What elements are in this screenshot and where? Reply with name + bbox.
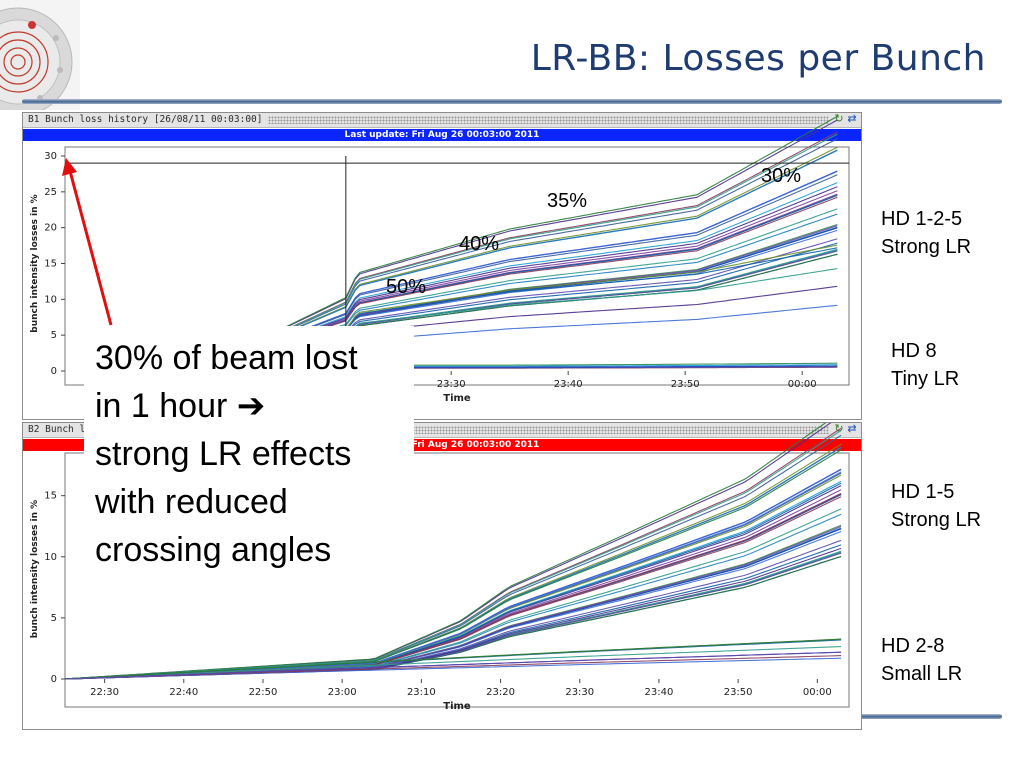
series-line — [275, 146, 838, 338]
crossing-label-35: 35% — [547, 190, 588, 212]
callout-box: 30% of beam lost in 1 hour ➔ strong LR e… — [84, 326, 414, 572]
x-tick-label: 23:20 — [486, 687, 515, 698]
label-line: HD 1-2-5 — [881, 208, 963, 230]
x-tick-label: 23:40 — [645, 687, 674, 698]
footer-divider — [860, 714, 1002, 719]
series-line — [275, 268, 838, 357]
series-line — [275, 194, 838, 345]
b1-window-title: B1 Bunch loss history [26/08/11 00:03:00… — [28, 114, 263, 125]
y-tick-label: 5 — [51, 613, 57, 624]
series-line — [275, 250, 838, 354]
title-divider — [22, 99, 1002, 104]
slide-title: LR-BB: Losses per Bunch — [530, 38, 986, 79]
label-hd-1-5: HD 1-5 Strong LR — [891, 478, 981, 534]
sync-icon[interactable]: ⇄ — [847, 113, 857, 125]
series-line — [275, 182, 838, 343]
series-line — [275, 119, 838, 333]
y-axis-title: bunch intensity losses in % — [30, 500, 40, 638]
series-line — [275, 170, 838, 341]
series-line — [275, 227, 838, 350]
series-line — [64, 430, 842, 680]
series-line — [275, 133, 838, 336]
crossing-label-30: 30% — [761, 165, 802, 187]
label-line: Small LR — [881, 663, 963, 685]
x-tick-label: 22:30 — [90, 687, 119, 698]
series-line — [275, 247, 838, 354]
b1-last-update-bar: Last update: Fri Aug 26 00:03:00 2011 — [23, 129, 861, 141]
y-tick-label: 10 — [44, 294, 57, 305]
y-tick-label: 0 — [51, 366, 57, 377]
y-axis-title: bunch intensity losses in % — [30, 194, 40, 332]
y-tick-label: 10 — [44, 552, 57, 563]
series-line — [275, 213, 838, 348]
series-line — [275, 115, 838, 333]
label-line: HD 1-5 — [891, 481, 955, 503]
series-line — [275, 242, 838, 352]
lhc-logo — [0, 0, 80, 110]
series-line — [64, 638, 842, 680]
label-line: Strong LR — [881, 236, 972, 258]
label-hd-8: HD 8 Tiny LR — [891, 337, 959, 393]
y-tick-label: 30 — [44, 151, 57, 162]
b1-window-titlebar[interactable]: B1 Bunch loss history [26/08/11 00:03:00… — [23, 113, 861, 128]
sync-icon[interactable]: ⇄ — [847, 423, 857, 435]
x-tick-label: 23:40 — [554, 379, 583, 390]
x-tick-label: 00:00 — [788, 379, 817, 390]
series-line — [275, 138, 838, 336]
series-line — [64, 655, 842, 680]
label-hd-1-2-5: HD 1-2-5 Strong LR — [881, 205, 971, 261]
series-line — [275, 186, 838, 344]
label-line: HD 8 — [891, 340, 937, 362]
series-line — [275, 174, 838, 342]
crossing-label-40: 40% — [459, 233, 500, 255]
y-tick-label: 15 — [44, 259, 57, 270]
series-line — [64, 423, 827, 680]
series-line — [275, 190, 838, 344]
x-tick-label: 23:50 — [671, 379, 700, 390]
b1-series-group — [275, 115, 838, 370]
y-tick-label: 0 — [51, 674, 57, 685]
series-line — [275, 131, 838, 335]
titlebar-grip — [268, 116, 829, 124]
x-tick-label: 23:30 — [565, 687, 594, 698]
y-tick-label: 25 — [44, 187, 57, 198]
series-line — [64, 651, 842, 680]
callout-text: 30% of beam lost in 1 hour ➔ strong LR e… — [95, 339, 358, 569]
b2-axes: 0 5 10 15 22:30 22:40 22:50 23:00 23:10 23:20 23:3… — [30, 491, 832, 712]
x-tick-label: 23:30 — [437, 379, 466, 390]
series-line — [275, 238, 838, 352]
x-tick-label: 23:10 — [407, 687, 436, 698]
series-line — [64, 646, 842, 680]
crossing-label-50: 50% — [386, 276, 427, 298]
series-line — [275, 196, 838, 345]
label-line: Tiny LR — [891, 368, 960, 390]
b2-series-group — [64, 423, 842, 680]
x-tick-label: 23:00 — [328, 687, 357, 698]
y-tick-label: 15 — [44, 491, 57, 502]
x-tick-label: 23:50 — [724, 687, 753, 698]
label-hd-2-8: HD 2-8 Small LR — [881, 632, 962, 688]
b1-last-update-text: Last update: Fri Aug 26 00:03:00 2011 — [344, 130, 540, 140]
x-axis-title: Time — [443, 701, 471, 712]
x-tick-label: 00:00 — [803, 687, 832, 698]
series-line — [275, 208, 838, 347]
label-line: HD 2-8 — [881, 635, 945, 657]
refresh-icon[interactable]: ↻ — [834, 113, 844, 125]
x-tick-label: 22:50 — [249, 687, 278, 698]
y-tick-label: 5 — [51, 330, 57, 341]
refresh-icon[interactable]: ↻ — [834, 423, 844, 435]
label-line: Strong LR — [891, 509, 982, 531]
series-line — [275, 244, 838, 354]
y-tick-label: 20 — [44, 223, 57, 234]
x-tick-label: 22:40 — [169, 687, 198, 698]
x-axis-title: Time — [443, 393, 471, 404]
series-line — [275, 149, 838, 338]
titlebar-grip — [268, 426, 829, 434]
b2-last-update-text: Last update: Fri Aug 26 00:03:00 2011 — [344, 440, 540, 450]
